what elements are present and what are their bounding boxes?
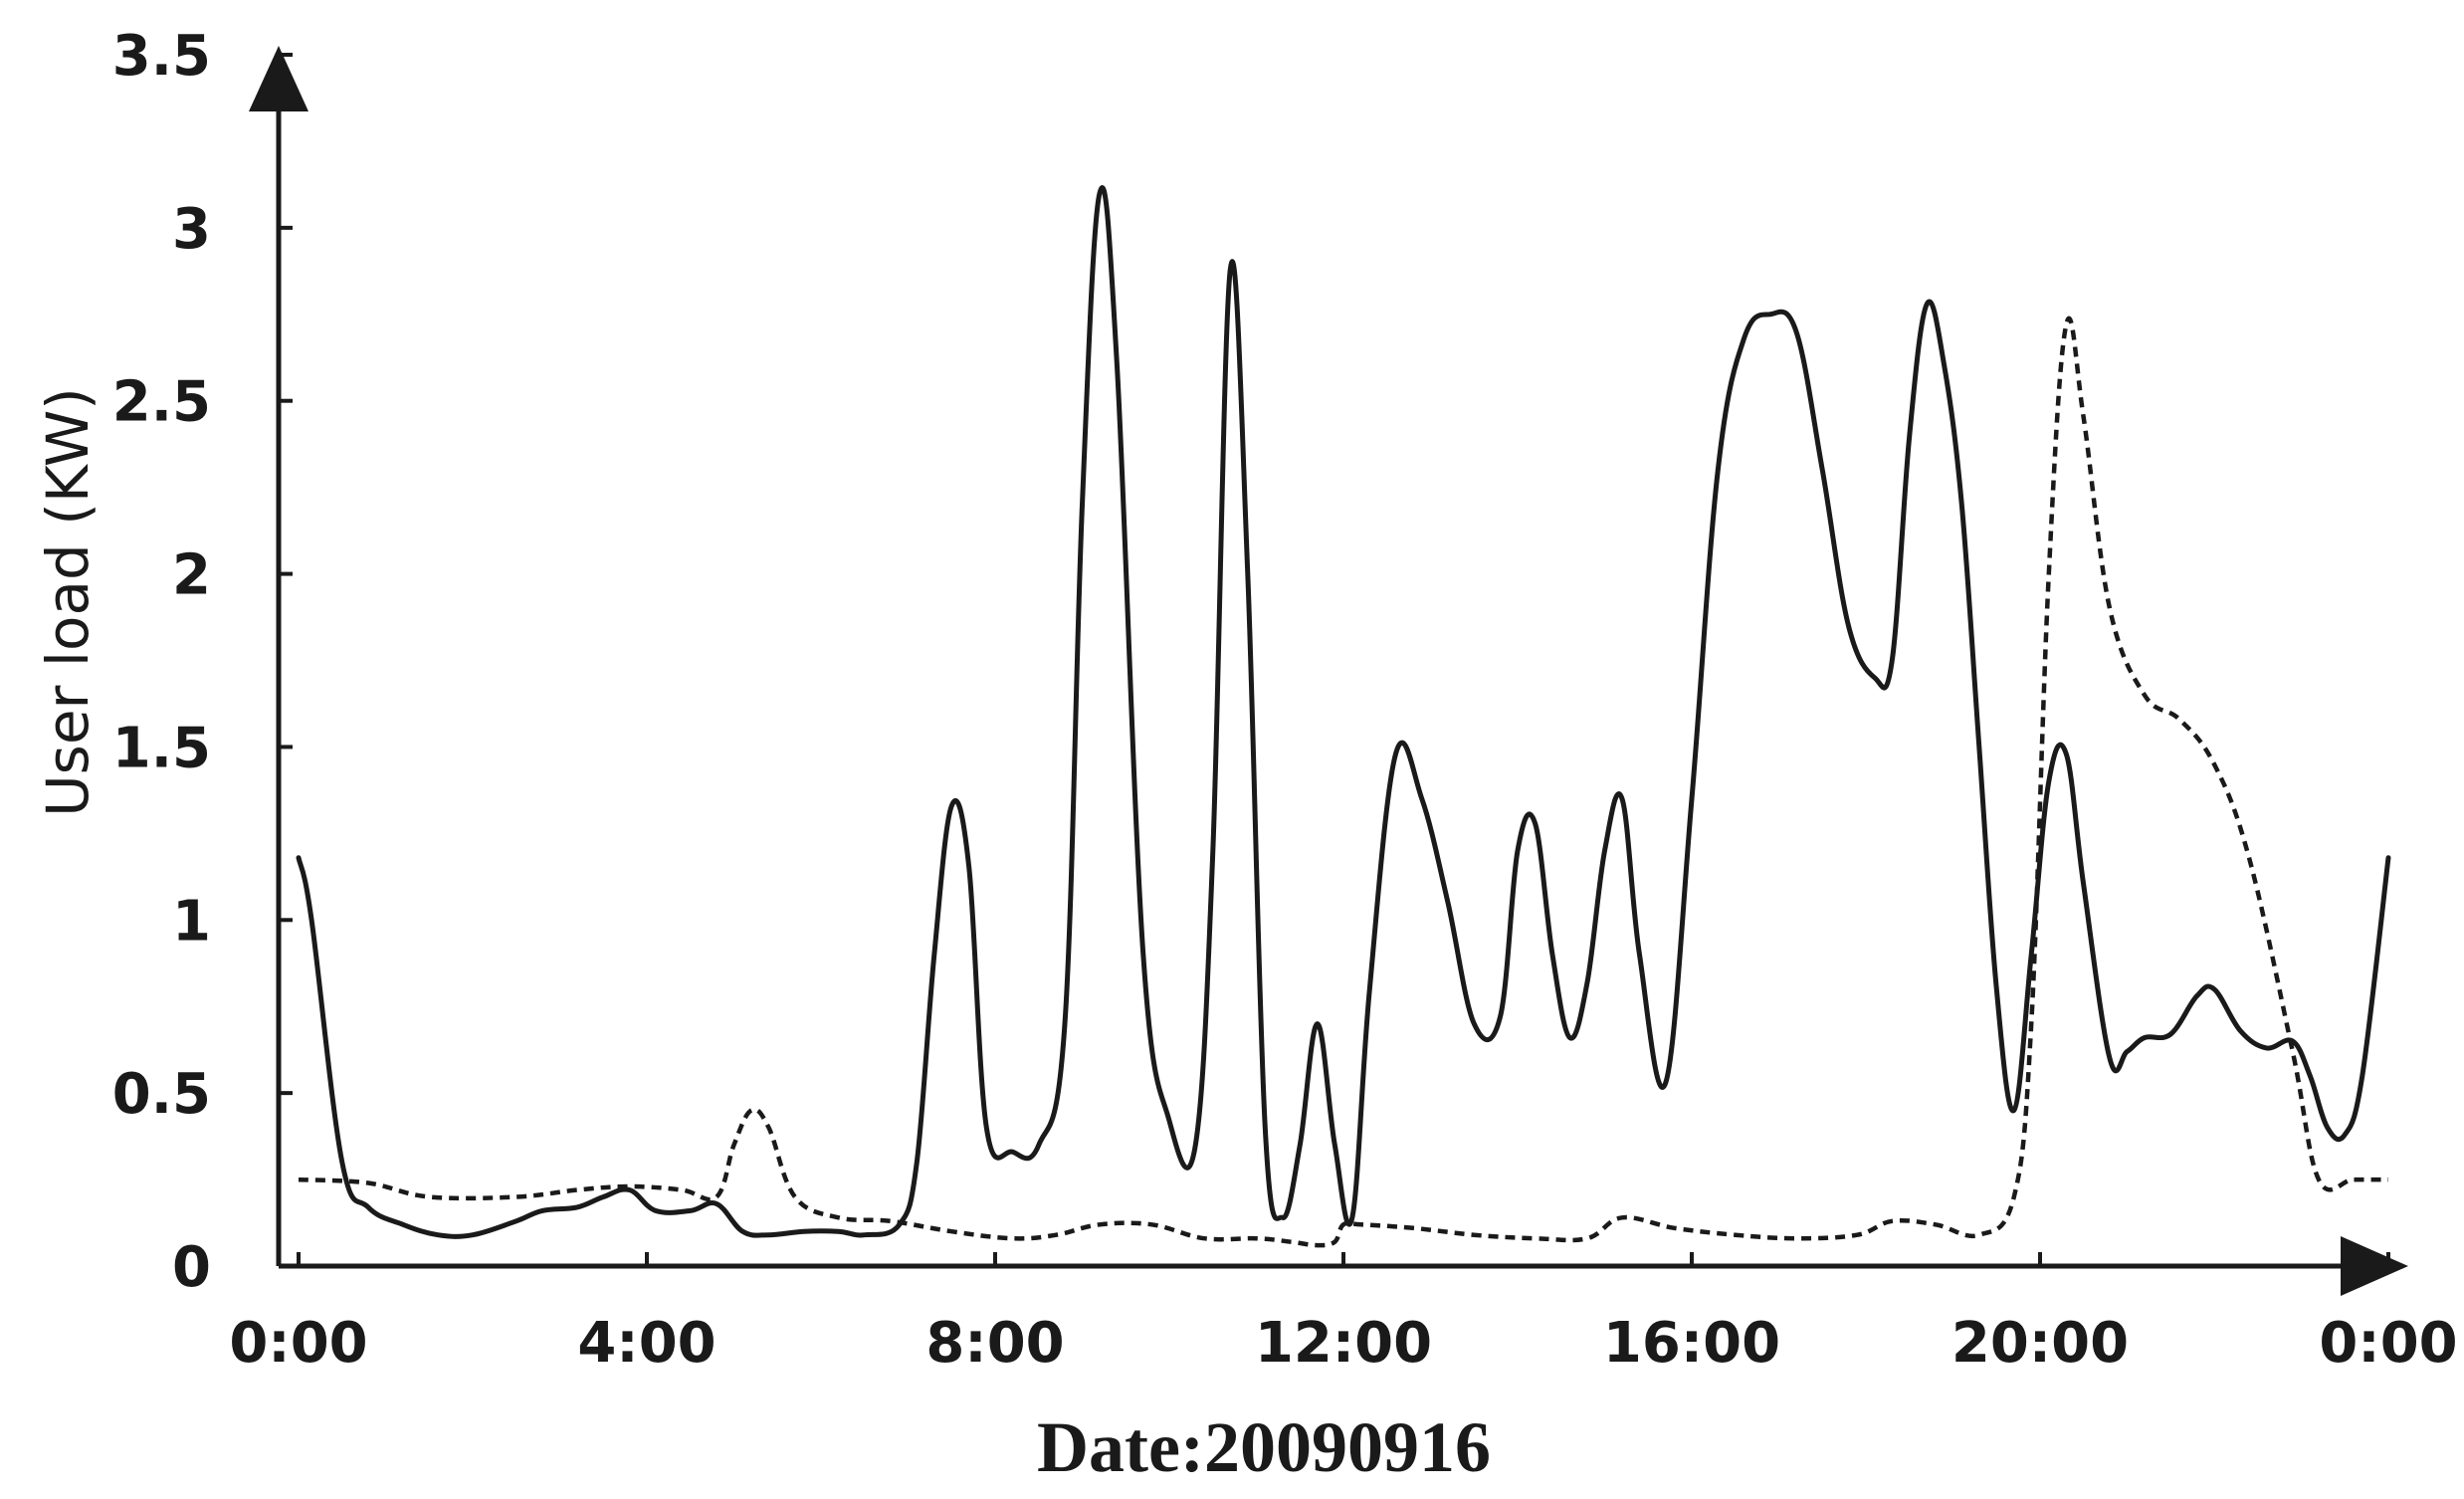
y-axis-arrow bbox=[249, 46, 308, 111]
x-axis-arrow bbox=[2341, 1236, 2408, 1296]
x-tick-label: 16:00 bbox=[1603, 1311, 1780, 1376]
x-tick-label: 0:00 bbox=[229, 1311, 367, 1376]
y-tick-label: 1.5 bbox=[112, 716, 211, 780]
y-tick-label: 1 bbox=[172, 889, 211, 954]
y-tick-label: 2 bbox=[172, 543, 211, 608]
x-tick-label: 8:00 bbox=[925, 1311, 1064, 1376]
y-tick-label: 0.5 bbox=[112, 1062, 211, 1127]
y-tick-label: 3 bbox=[172, 197, 211, 262]
x-tick-label: 12:00 bbox=[1255, 1311, 1432, 1376]
x-tick-label: 0:00 bbox=[2319, 1311, 2457, 1376]
series-line-solid bbox=[296, 185, 2391, 1239]
x-axis-ticks: 0:00 4:00 8:00 12:00 16:00 20:00 0:00 bbox=[229, 1252, 2458, 1376]
x-tick-label: 20:00 bbox=[1951, 1311, 2129, 1376]
x-tick-label: 4:00 bbox=[577, 1311, 716, 1376]
y-axis-ticks: 0 0.5 1 1.5 2 2.5 3 3.5 bbox=[112, 24, 293, 1300]
y-tick-label: 3.5 bbox=[112, 24, 211, 89]
series-group bbox=[296, 185, 2391, 1248]
x-axis-label: Date:20090916 bbox=[1037, 1407, 1491, 1487]
y-tick-label: 0 bbox=[172, 1235, 211, 1300]
y-tick-label: 2.5 bbox=[112, 370, 211, 435]
series-line-dotted bbox=[298, 316, 2388, 1248]
y-axis-label: User load (KW) bbox=[34, 387, 102, 817]
